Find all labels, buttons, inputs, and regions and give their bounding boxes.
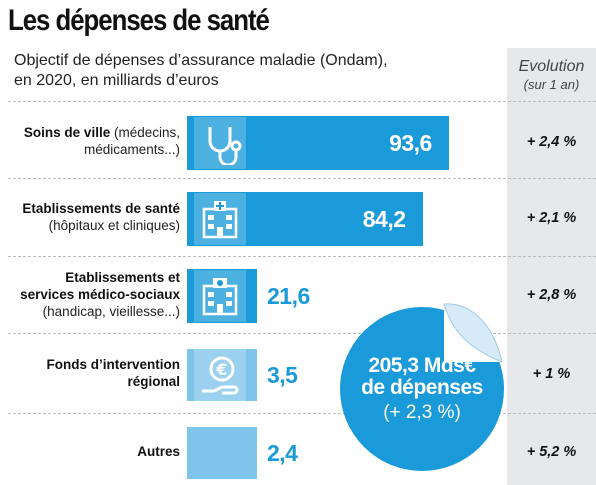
subtitle-line-2: en 2020, en milliards d’euros xyxy=(14,72,219,89)
category-label-bold: Soins de ville xyxy=(23,125,111,140)
total-label: de dépenses xyxy=(361,376,483,399)
evolution-header-sub: (sur 1 an) xyxy=(523,77,580,92)
category-label: Soins de ville (médecins, médicaments...… xyxy=(8,124,180,158)
bar-value-label: 3,5 xyxy=(267,362,298,388)
stethoscope-icon xyxy=(194,117,246,169)
total-value: 205,3 Mds€ xyxy=(368,354,476,377)
euro-hand-icon: € xyxy=(194,349,246,401)
row-separator xyxy=(8,333,596,334)
bar-value-label: 93,6 xyxy=(389,130,432,156)
bar xyxy=(187,427,257,479)
row-separator xyxy=(8,413,596,414)
evolution-value: + 2,8 % xyxy=(526,287,577,303)
svg-text:€: € xyxy=(215,360,227,379)
row-separator xyxy=(8,256,596,257)
chart-subtitle: Objectif de dépenses d’assurance maladie… xyxy=(14,51,484,91)
row-separator xyxy=(8,178,596,179)
category-label-bold: Autres xyxy=(137,443,180,459)
bar-value-label: 21,6 xyxy=(267,283,310,309)
evolution-value: + 5,2 % xyxy=(526,444,577,460)
subtitle-line-1: Objectif de dépenses d’assurance maladie… xyxy=(14,52,388,69)
evolution-value: + 2,4 % xyxy=(526,134,577,150)
row-separator xyxy=(8,101,596,102)
category-label: Autres xyxy=(8,443,180,460)
evolution-header: Evolution (sur 1 an) xyxy=(507,58,596,94)
evolution-value: + 2,1 % xyxy=(526,210,577,226)
category-label-bold: Etablissements et services médico-sociau… xyxy=(20,269,180,302)
evolution-column xyxy=(507,48,596,485)
category-label-bold: Etablissements de santé xyxy=(22,201,180,216)
evolution-header-title: Evolution xyxy=(518,58,585,75)
evolution-value: + 1 % xyxy=(532,366,571,382)
chart-title: Les dépenses de santé xyxy=(8,4,270,37)
category-label-detail: (handicap, vieillesse...) xyxy=(42,303,180,319)
total-text: 205,3 Mds€ de dépenses (+ 2,3 %) xyxy=(340,355,504,425)
category-label-detail: (hôpitaux et cliniques) xyxy=(48,218,180,233)
total-evolution: (+ 2,3 %) xyxy=(383,402,461,423)
category-label: Etablissements et services médico-sociau… xyxy=(8,269,180,320)
category-label: Etablissements de santé (hôpitaux et cli… xyxy=(8,200,180,234)
bar-value-label: 2,4 xyxy=(267,440,298,466)
care-facility-icon xyxy=(194,270,246,322)
category-label-bold: Fonds d’intervention régional xyxy=(46,357,181,389)
bar-value-label: 84,2 xyxy=(362,206,406,232)
page-curl-icon xyxy=(444,303,503,362)
category-label-detail: (médecins, médicaments...) xyxy=(83,125,180,157)
category-label: Fonds d’intervention régional xyxy=(8,356,181,390)
hospital-icon xyxy=(194,193,246,245)
